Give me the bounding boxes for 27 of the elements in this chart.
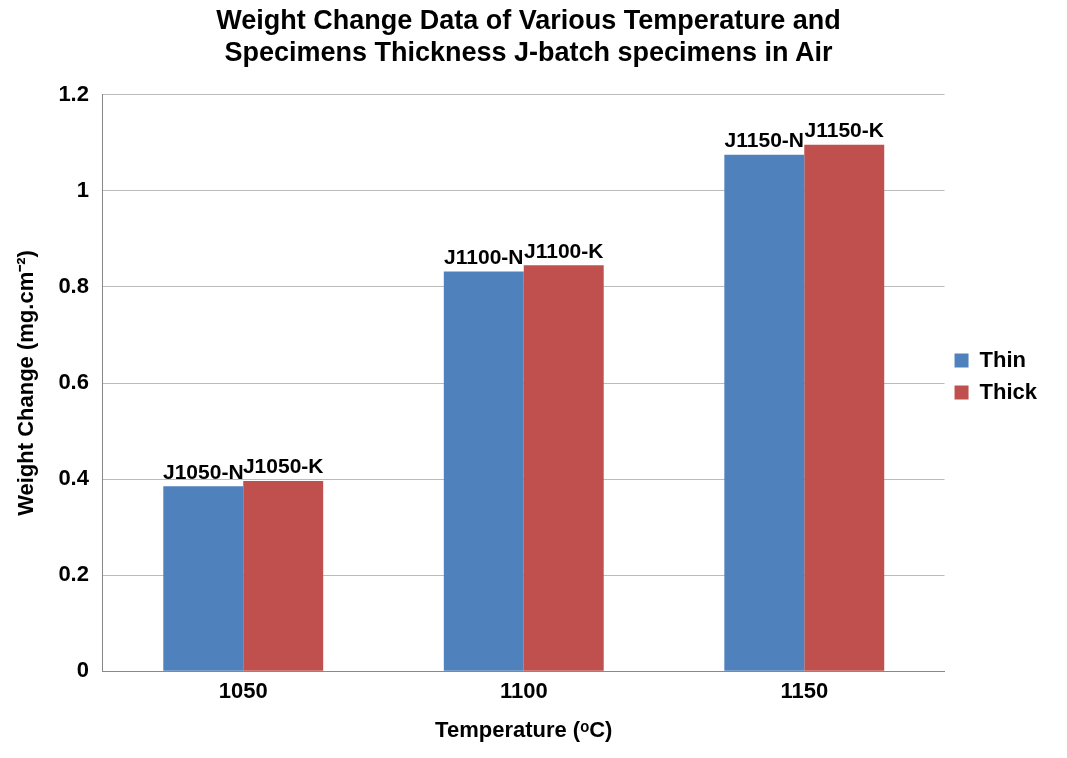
- annotation: J1050-N: [162, 459, 244, 483]
- bar: [443, 271, 524, 671]
- annotation: J1050-K: [242, 454, 324, 478]
- y-axis-title: Weight Change (mg.cm⁻²): [13, 250, 39, 516]
- y-tick-label: 1.2: [58, 80, 89, 106]
- x-tick-label: 1050: [218, 678, 268, 704]
- x-tick-label: 1100: [499, 678, 548, 704]
- x-tick-label: 1150: [780, 678, 829, 704]
- y-tick-label: 1: [76, 176, 89, 202]
- chart-title: Weight Change Data of Various Temperature and Specimens Thickness J-batch specimens in Air: [216, 4, 841, 68]
- y-tick-label: 0.4: [58, 465, 90, 491]
- y-tick-label: 0.8: [58, 273, 89, 298]
- y-tick-label: 0.6: [58, 369, 89, 395]
- bar: [523, 265, 604, 671]
- annotation: J1100-N: [444, 244, 524, 268]
- legend-label: Thin: [979, 346, 1026, 372]
- annotation: J1150-K: [804, 118, 884, 142]
- y-tick-label: 0.2: [58, 561, 89, 587]
- annotation: J1150-N: [724, 128, 805, 152]
- annotation: J1100-K: [524, 238, 604, 262]
- legend-label: Thick: [979, 378, 1038, 404]
- bar: [804, 144, 885, 671]
- y-tick-label: 0: [76, 657, 89, 683]
- x-axis-title: Temperature (ᵒC): [435, 716, 613, 742]
- bar: [163, 486, 244, 671]
- bar: [243, 480, 324, 671]
- bar: [724, 154, 805, 671]
